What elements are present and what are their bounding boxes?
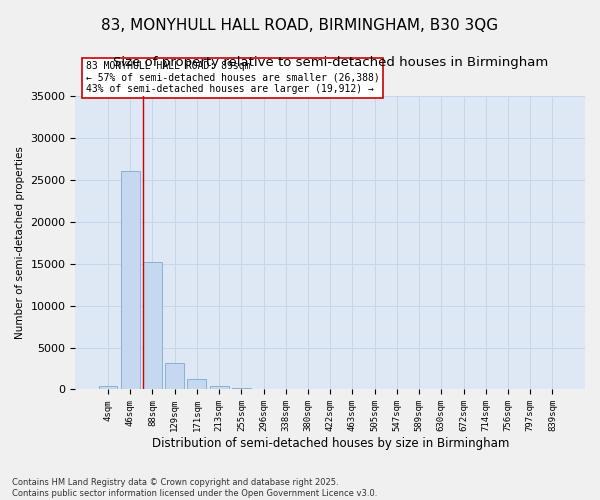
Bar bbox=[187, 380, 206, 390]
Bar bbox=[98, 386, 118, 390]
Bar bbox=[143, 262, 162, 390]
Text: Contains HM Land Registry data © Crown copyright and database right 2025.
Contai: Contains HM Land Registry data © Crown c… bbox=[12, 478, 377, 498]
Y-axis label: Number of semi-detached properties: Number of semi-detached properties bbox=[15, 146, 25, 340]
Bar bbox=[121, 171, 140, 390]
X-axis label: Distribution of semi-detached houses by size in Birmingham: Distribution of semi-detached houses by … bbox=[152, 437, 509, 450]
Text: 83 MONYHULL HALL ROAD: 89sqm
← 57% of semi-detached houses are smaller (26,388)
: 83 MONYHULL HALL ROAD: 89sqm ← 57% of se… bbox=[86, 61, 379, 94]
Bar bbox=[165, 362, 184, 390]
Text: 83, MONYHULL HALL ROAD, BIRMINGHAM, B30 3QG: 83, MONYHULL HALL ROAD, BIRMINGHAM, B30 … bbox=[101, 18, 499, 32]
Bar bbox=[232, 388, 251, 390]
Bar bbox=[209, 386, 229, 390]
Title: Size of property relative to semi-detached houses in Birmingham: Size of property relative to semi-detach… bbox=[113, 56, 548, 68]
